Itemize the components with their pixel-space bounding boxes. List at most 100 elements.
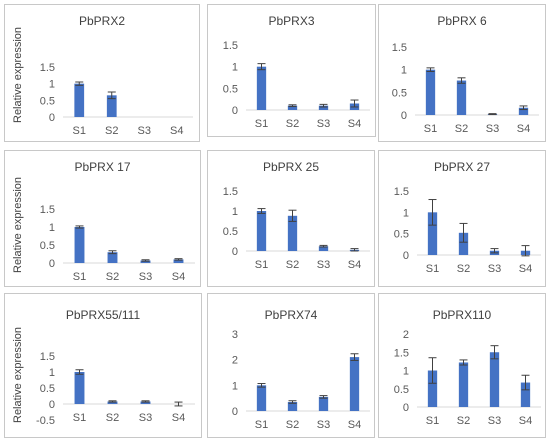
y-tick-label: 0 xyxy=(401,110,407,122)
chart-plot: 0 0.5 1 1.5 S1 S2 S3 S4 xyxy=(379,151,541,275)
chart-panel-pbprx17: PbPRX 17 Relative expression 0 0.5 1 1.5 S1 S… xyxy=(4,150,201,287)
bar xyxy=(140,401,151,404)
y-tick-label: 1 xyxy=(49,367,55,379)
y-tick-label: 1 xyxy=(232,206,238,218)
y-tick-label: -0.5 xyxy=(36,415,55,427)
y-tick-label: 2 xyxy=(232,355,238,367)
y-tick-label: 1.5 xyxy=(223,186,238,198)
x-tick-label: S2 xyxy=(105,125,118,137)
x-tick-label: S1 xyxy=(73,125,86,137)
bar xyxy=(318,396,329,411)
bar xyxy=(520,382,531,407)
chart-plot: 0 0.5 1 1.5 S1 S2 S3 S4 xyxy=(5,5,193,137)
bar xyxy=(458,232,469,255)
x-tick-label: S1 xyxy=(73,412,86,424)
x-tick-label: S3 xyxy=(317,259,330,271)
y-tick-label: 0.5 xyxy=(40,240,55,252)
y-tick-label: 1.5 xyxy=(40,351,55,363)
chart-title: PbPRX 27 xyxy=(433,160,491,174)
y-tick-label: 0.5 xyxy=(223,83,238,95)
y-tick-label: 1 xyxy=(403,366,409,378)
chart-panel-pbprx6: PbPRX 6 0 0.5 1 1.5 S1 S2 S3 S4 xyxy=(378,4,546,142)
x-tick-label: S4 xyxy=(172,412,185,424)
bar xyxy=(427,370,438,407)
bar xyxy=(107,401,118,404)
x-tick-label: S1 xyxy=(424,123,437,135)
y-tick-label: 1.5 xyxy=(40,204,55,216)
y-tick-label: 0.5 xyxy=(392,87,407,99)
y-tick-label: 1 xyxy=(403,207,409,219)
x-tick-label: S2 xyxy=(457,415,470,427)
x-tick-label: S1 xyxy=(426,415,439,427)
chart-plot: 0 0.5 1 1.5 S1 S2 S3 S4 xyxy=(208,151,370,271)
bar xyxy=(287,215,298,251)
chart-title: PbPRX 17 xyxy=(74,160,131,174)
x-tick-label: S4 xyxy=(172,271,185,283)
y-tick-label: 2 xyxy=(403,329,409,341)
bar xyxy=(456,80,467,115)
y-tick-label: 0 xyxy=(49,399,55,411)
x-tick-label: S2 xyxy=(286,259,299,271)
y-tick-label: 1 xyxy=(401,65,407,77)
chart-panel-pbprx110: PbPRX110 0 0.5 1 1.5 2 S1 S2 S3 S4 xyxy=(378,293,546,438)
bar xyxy=(287,105,298,110)
bar xyxy=(489,352,500,407)
bar xyxy=(318,246,329,251)
y-tick-label: 0 xyxy=(403,402,409,414)
bar xyxy=(74,83,85,117)
y-tick-label: 0 xyxy=(232,246,238,258)
bar xyxy=(318,105,329,110)
x-tick-label: S4 xyxy=(170,125,183,137)
x-tick-label: S2 xyxy=(106,412,119,424)
chart-title: PbPRX 6 xyxy=(437,14,487,28)
y-tick-label: 0.5 xyxy=(394,229,409,241)
chart-title: PbPRX74 xyxy=(264,308,318,322)
x-tick-label: S2 xyxy=(106,271,119,283)
bar xyxy=(518,107,529,115)
y-tick-label: 1 xyxy=(49,79,55,91)
y-tick-label: 0 xyxy=(232,406,238,418)
x-tick-label: S3 xyxy=(317,118,330,130)
y-tick-label: 0.5 xyxy=(394,384,409,396)
bar xyxy=(287,402,298,411)
x-tick-label: S3 xyxy=(138,125,151,137)
x-tick-label: S4 xyxy=(348,259,361,271)
bar xyxy=(458,362,469,407)
x-tick-label: S4 xyxy=(519,415,532,427)
bar xyxy=(256,211,267,251)
chart-panel-pbprx2: PbPRX2 Relative expression 0 0.5 1 1.5 S1 S2 S… xyxy=(4,4,200,142)
chart-title: PbPRX 25 xyxy=(262,160,320,174)
y-tick-label: 0.5 xyxy=(223,226,238,238)
x-tick-label: S2 xyxy=(455,123,468,135)
x-tick-label: S4 xyxy=(348,419,361,431)
chart-panel-pbprx25: PbPRX 25 0 0.5 1 1.5 S1 S2 S3 S4 xyxy=(207,150,375,287)
bar xyxy=(256,385,267,411)
y-tick-label: 1 xyxy=(232,62,238,74)
x-tick-label: S4 xyxy=(519,263,532,275)
chart-title: PbPRX3 xyxy=(268,14,315,28)
y-tick-label: 1.5 xyxy=(392,42,407,54)
x-tick-label: S4 xyxy=(348,118,361,130)
x-tick-label: S3 xyxy=(317,419,330,431)
y-tick-label: 0 xyxy=(49,112,55,124)
chart-plot: 0 1 2 3 S1 S2 S3 S4 xyxy=(208,294,370,431)
y-tick-label: 1.5 xyxy=(394,347,409,359)
chart-plot: 0 0.5 1 1.5 2 S1 S2 S3 S4 xyxy=(379,294,541,427)
x-tick-label: S3 xyxy=(486,123,499,135)
x-tick-label: S4 xyxy=(517,123,530,135)
x-tick-label: S3 xyxy=(488,263,501,275)
chart-panel-pbprx27: PbPRX 27 0 0.5 1 1.5 S1 S2 S3 S4 xyxy=(378,150,546,287)
chart-title: PbPRX2 xyxy=(78,14,126,28)
chart-panel-pbprx74: PbPRX74 0 1 2 3 S1 S2 S3 S4 xyxy=(207,293,375,438)
bar xyxy=(74,227,85,263)
x-tick-label: S2 xyxy=(286,118,299,130)
y-tick-label: 1.5 xyxy=(394,186,409,198)
y-tick-label: 0.5 xyxy=(40,95,55,107)
x-tick-label: S1 xyxy=(255,118,268,130)
x-tick-label: S1 xyxy=(426,263,439,275)
x-tick-label: S1 xyxy=(255,419,268,431)
x-tick-label: S2 xyxy=(286,419,299,431)
chart-title: PbPRX110 xyxy=(432,308,492,322)
bar xyxy=(173,259,184,263)
bar xyxy=(425,69,436,115)
